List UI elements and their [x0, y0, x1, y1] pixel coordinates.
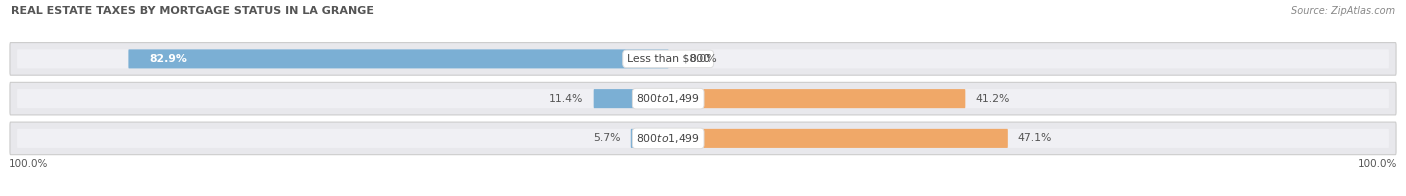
Text: 47.1%: 47.1% — [1018, 133, 1052, 143]
Text: 100.0%: 100.0% — [8, 159, 48, 169]
FancyBboxPatch shape — [17, 89, 1389, 108]
Text: Source: ZipAtlas.com: Source: ZipAtlas.com — [1291, 6, 1395, 16]
FancyBboxPatch shape — [631, 129, 668, 148]
Text: $800 to $1,499: $800 to $1,499 — [636, 132, 700, 145]
Text: 41.2%: 41.2% — [976, 94, 1010, 104]
FancyBboxPatch shape — [17, 49, 1389, 68]
Text: 11.4%: 11.4% — [550, 94, 583, 104]
Text: Less than $800: Less than $800 — [627, 54, 710, 64]
Text: 5.7%: 5.7% — [593, 133, 620, 143]
FancyBboxPatch shape — [10, 82, 1396, 115]
FancyBboxPatch shape — [668, 129, 1008, 148]
FancyBboxPatch shape — [593, 89, 668, 108]
FancyBboxPatch shape — [10, 43, 1396, 75]
Text: REAL ESTATE TAXES BY MORTGAGE STATUS IN LA GRANGE: REAL ESTATE TAXES BY MORTGAGE STATUS IN … — [11, 6, 374, 16]
Text: $800 to $1,499: $800 to $1,499 — [636, 92, 700, 105]
FancyBboxPatch shape — [17, 129, 1389, 148]
Text: 0.0%: 0.0% — [689, 54, 717, 64]
FancyBboxPatch shape — [128, 49, 668, 68]
Text: 100.0%: 100.0% — [1358, 159, 1398, 169]
FancyBboxPatch shape — [668, 89, 966, 108]
Text: 82.9%: 82.9% — [149, 54, 187, 64]
FancyBboxPatch shape — [10, 122, 1396, 155]
